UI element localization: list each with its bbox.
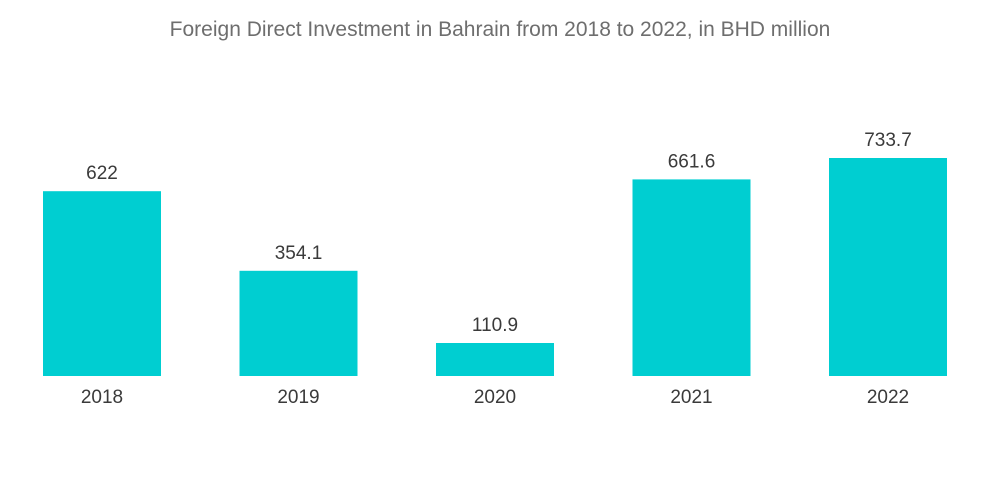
x-tick-label-2022: 2022 [867,387,909,408]
data-label-2018: 622 [86,163,118,184]
bar-2019 [239,270,358,376]
bar-2018 [43,191,161,376]
x-tick-label-2020: 2020 [474,387,516,408]
bar-2022 [829,158,947,376]
data-label-2022: 733.7 [864,130,912,151]
chart-title: Foreign Direct Investment in Bahrain fro… [169,18,831,41]
x-tick-label-2021: 2021 [670,387,712,408]
bar-2020 [436,343,554,376]
data-label-2020: 110.9 [472,315,518,336]
data-label-2021: 661.6 [668,151,716,172]
data-label-2019: 354.1 [275,243,323,264]
x-tick-label-2018: 2018 [81,387,123,408]
x-tick-label-2019: 2019 [277,387,319,408]
bar-2021 [632,179,751,376]
